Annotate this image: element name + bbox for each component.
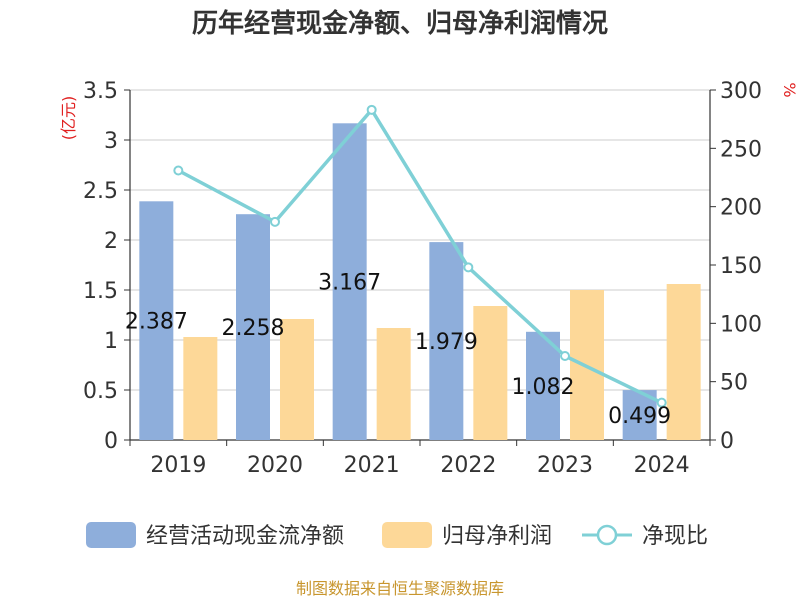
legend-label: 净现比 xyxy=(642,524,708,549)
chart-title: 历年经营现金净额、归母净利润情况 xyxy=(192,8,608,39)
bar-net-profit[interactable] xyxy=(280,319,314,440)
cash-flow-data-label: 1.082 xyxy=(512,375,575,400)
data-labels: 2.387 2.258 3.167 1.979 1.082 0.499 xyxy=(125,271,671,429)
legend-swatch xyxy=(382,522,432,548)
bar-net-profit[interactable] xyxy=(473,306,508,440)
x-tick-label: 2020 xyxy=(247,453,303,478)
legend-label: 经营活动现金流净额 xyxy=(146,524,344,549)
ratio-point[interactable] xyxy=(366,104,377,115)
legend[interactable]: 经营活动现金流净额 归母净利润 净现比 xyxy=(86,522,708,549)
left-tick-label: 0 xyxy=(104,429,118,454)
ratio-point[interactable] xyxy=(560,351,570,361)
right-axis-unit: % xyxy=(780,82,799,97)
right-tick-label: 50 xyxy=(720,371,748,396)
data-source: 制图数据来自恒生聚源数据库 xyxy=(296,579,504,598)
left-tick-label: 2 xyxy=(104,229,118,254)
x-tick-label: 2022 xyxy=(440,453,496,478)
right-tick-label: 100 xyxy=(720,312,762,337)
x-tick-label: 2019 xyxy=(150,453,206,478)
axes: 0 0.5 1 1.5 2 2.5 3 3.5 0 50 100 150 200 250 300 2019 20… xyxy=(83,79,762,478)
bar-net-profit[interactable] xyxy=(183,337,218,440)
bar-cash-flow[interactable] xyxy=(526,331,560,440)
left-axis-unit: (亿元) xyxy=(59,96,78,141)
x-tick-label: 2023 xyxy=(537,453,593,478)
right-tick-label: 250 xyxy=(720,137,762,162)
right-tick-label: 150 xyxy=(720,254,762,279)
ratio-point[interactable] xyxy=(463,262,474,273)
bars xyxy=(139,123,701,441)
legend-ratio[interactable]: 净现比 xyxy=(582,524,708,549)
cash-flow-data-label: 3.167 xyxy=(318,271,381,296)
bar-cash-flow[interactable] xyxy=(429,242,464,440)
cash-flow-data-label: 2.258 xyxy=(222,316,285,341)
cash-flow-data-label: 0.499 xyxy=(608,404,671,429)
ratio-point[interactable] xyxy=(173,165,184,176)
left-tick-label: 2.5 xyxy=(83,179,118,204)
legend-label: 归母净利润 xyxy=(442,524,552,549)
bar-net-profit[interactable] xyxy=(666,284,701,440)
x-tick-label: 2024 xyxy=(634,453,690,478)
right-tick-label: 200 xyxy=(720,196,762,221)
legend-swatch xyxy=(86,522,136,548)
left-tick-label: 0.5 xyxy=(83,379,118,404)
x-tick-label: 2021 xyxy=(344,453,400,478)
right-tick-label: 300 xyxy=(720,79,762,104)
bar-cash-flow[interactable] xyxy=(139,201,174,440)
ratio-polyline xyxy=(177,106,663,405)
ratio-point[interactable] xyxy=(656,397,667,408)
left-tick-label: 1 xyxy=(104,329,118,354)
bar-cash-flow[interactable] xyxy=(332,123,367,441)
cash-flow-data-label: 2.387 xyxy=(125,310,188,335)
left-tick-label: 3.5 xyxy=(83,79,118,104)
legend-net-profit[interactable]: 归母净利润 xyxy=(382,522,552,549)
legend-marker xyxy=(596,524,618,546)
right-tick-label: 0 xyxy=(720,429,734,454)
bar-net-profit[interactable] xyxy=(376,328,411,440)
legend-cash-flow[interactable]: 经营活动现金流净额 xyxy=(86,522,344,549)
bar-cash-flow[interactable] xyxy=(236,214,270,440)
cash-flow-data-label: 1.979 xyxy=(415,330,478,355)
left-tick-label: 3 xyxy=(104,129,118,154)
ratio-point[interactable] xyxy=(270,216,280,227)
ratio-line xyxy=(173,104,667,408)
left-tick-label: 1.5 xyxy=(83,279,118,304)
